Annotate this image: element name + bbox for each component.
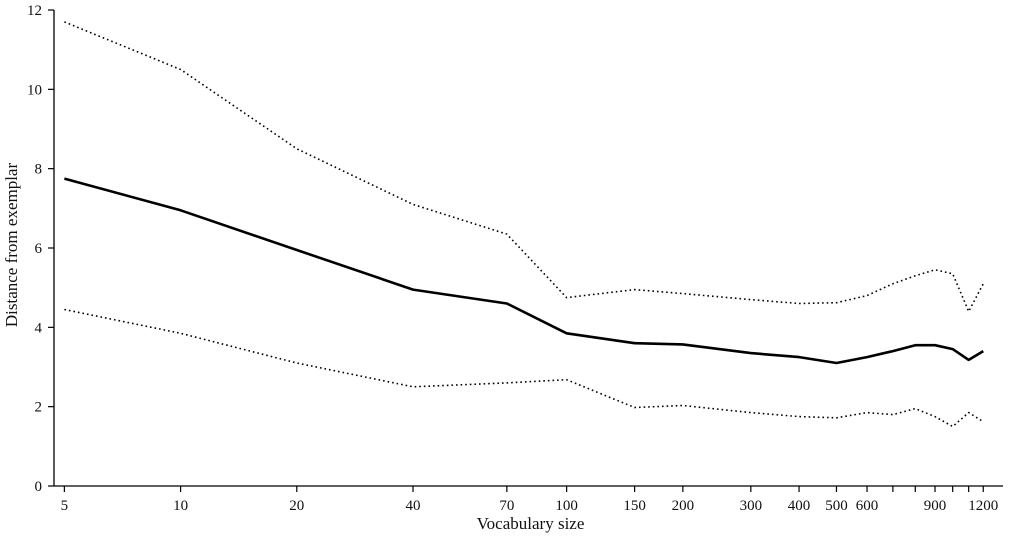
x-tick-label: 100 [555,498,578,514]
x-tick-label: 400 [788,498,811,514]
y-tick-label: 2 [35,400,43,416]
x-tick-label: 200 [672,498,695,514]
y-tick-label: 6 [35,241,43,257]
y-axis-title: Distance from exemplar [2,163,21,328]
y-tick-label: 4 [35,320,43,336]
x-tick-label: 40 [406,498,421,514]
x-tick-label: 70 [499,498,514,514]
series-line-dotted-2 [64,308,984,428]
x-tick-label: 500 [825,498,848,514]
x-tick-label: 600 [856,498,879,514]
y-tick-label: 8 [35,162,43,178]
x-axis-ticks: 5 10 20 40 70 100 150 200 300 400 500 600 900 1200 [61,486,998,514]
y-tick-label: 10 [27,82,42,98]
series-layer [64,21,985,428]
x-tick-label: 900 [924,498,947,514]
x-axis-title: Vocabulary size [477,514,585,533]
y-axis-ticks: 0 2 4 6 8 10 12 [27,3,54,495]
x-tick-label: 150 [623,498,646,514]
y-tick-label: 12 [27,3,42,19]
series-line-solid-1 [64,177,984,365]
x-tick-label: 10 [173,498,188,514]
x-tick-label: 1200 [968,498,998,514]
series-line-dotted-0 [64,21,985,313]
x-tick-label: 300 [740,498,763,514]
axes-layer [53,10,1003,487]
x-tick-label: 20 [289,498,304,514]
x-tick-label: 5 [61,498,69,514]
y-tick-label: 0 [35,479,43,495]
